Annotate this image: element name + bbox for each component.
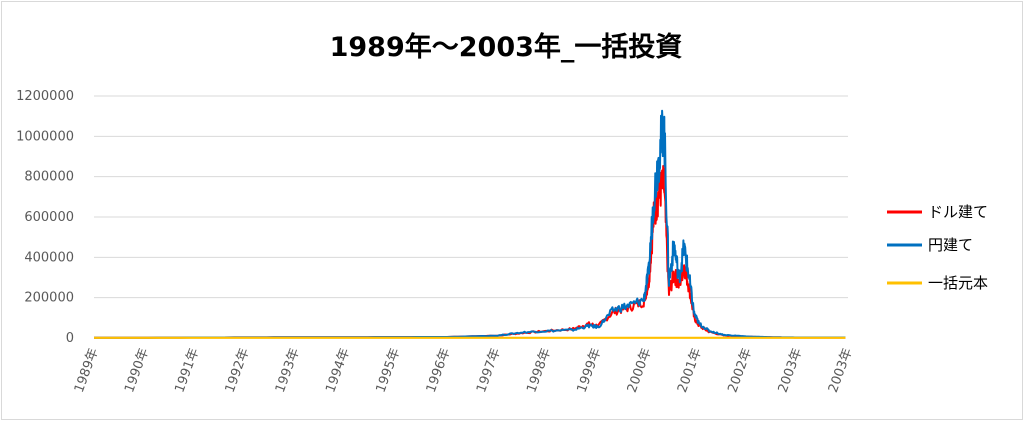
- y-tick-label: 400000: [24, 250, 74, 265]
- gridlines: [94, 95, 848, 299]
- y-tick-label: 0: [66, 331, 74, 346]
- x-tick-label: 1990年: [122, 346, 152, 394]
- x-tick-label: 1997年: [474, 346, 504, 394]
- y-tick-label: 800000: [24, 170, 74, 185]
- x-tick-label: 1993年: [273, 346, 303, 394]
- legend-label: 円建て: [928, 236, 973, 254]
- y-tick-label: 200000: [24, 291, 74, 306]
- series-line-0: [94, 165, 846, 339]
- x-tick-label: 1998年: [524, 346, 554, 394]
- x-tick-label: 1994年: [323, 346, 353, 394]
- chart-title: 1989年～2003年_一括投資: [330, 31, 683, 63]
- y-axis-ticks: 0 200000 400000 600000 800000 1000000 1200000: [16, 89, 74, 346]
- y-tick-label: 1000000: [16, 129, 74, 144]
- x-tick-label: 2001年: [675, 346, 705, 394]
- x-tick-label: 1992年: [223, 346, 253, 394]
- x-axis-ticks: 1989年 1990年 1991年 1992年 1993年 1994年 1995年 1996年…: [72, 346, 856, 394]
- x-tick-label: 2000年: [625, 346, 655, 394]
- x-tick-label: 1995年: [373, 346, 403, 394]
- x-tick-label: 1999年: [575, 346, 605, 394]
- x-tick-label: 1991年: [172, 346, 202, 394]
- x-tick-label: 2003年: [826, 346, 856, 394]
- y-tick-label: 1200000: [16, 89, 74, 104]
- x-tick-label: 1996年: [424, 346, 454, 394]
- y-tick-label: 600000: [24, 210, 74, 225]
- series-line-1: [94, 109, 846, 339]
- legend-label: 一括元本: [928, 274, 988, 292]
- x-tick-label: 2003年: [776, 346, 806, 394]
- x-tick-label: 2002年: [725, 346, 755, 394]
- legend-label: ドル建て: [928, 203, 988, 221]
- series-lines: [94, 109, 846, 339]
- x-tick-label: 1989年: [72, 346, 102, 394]
